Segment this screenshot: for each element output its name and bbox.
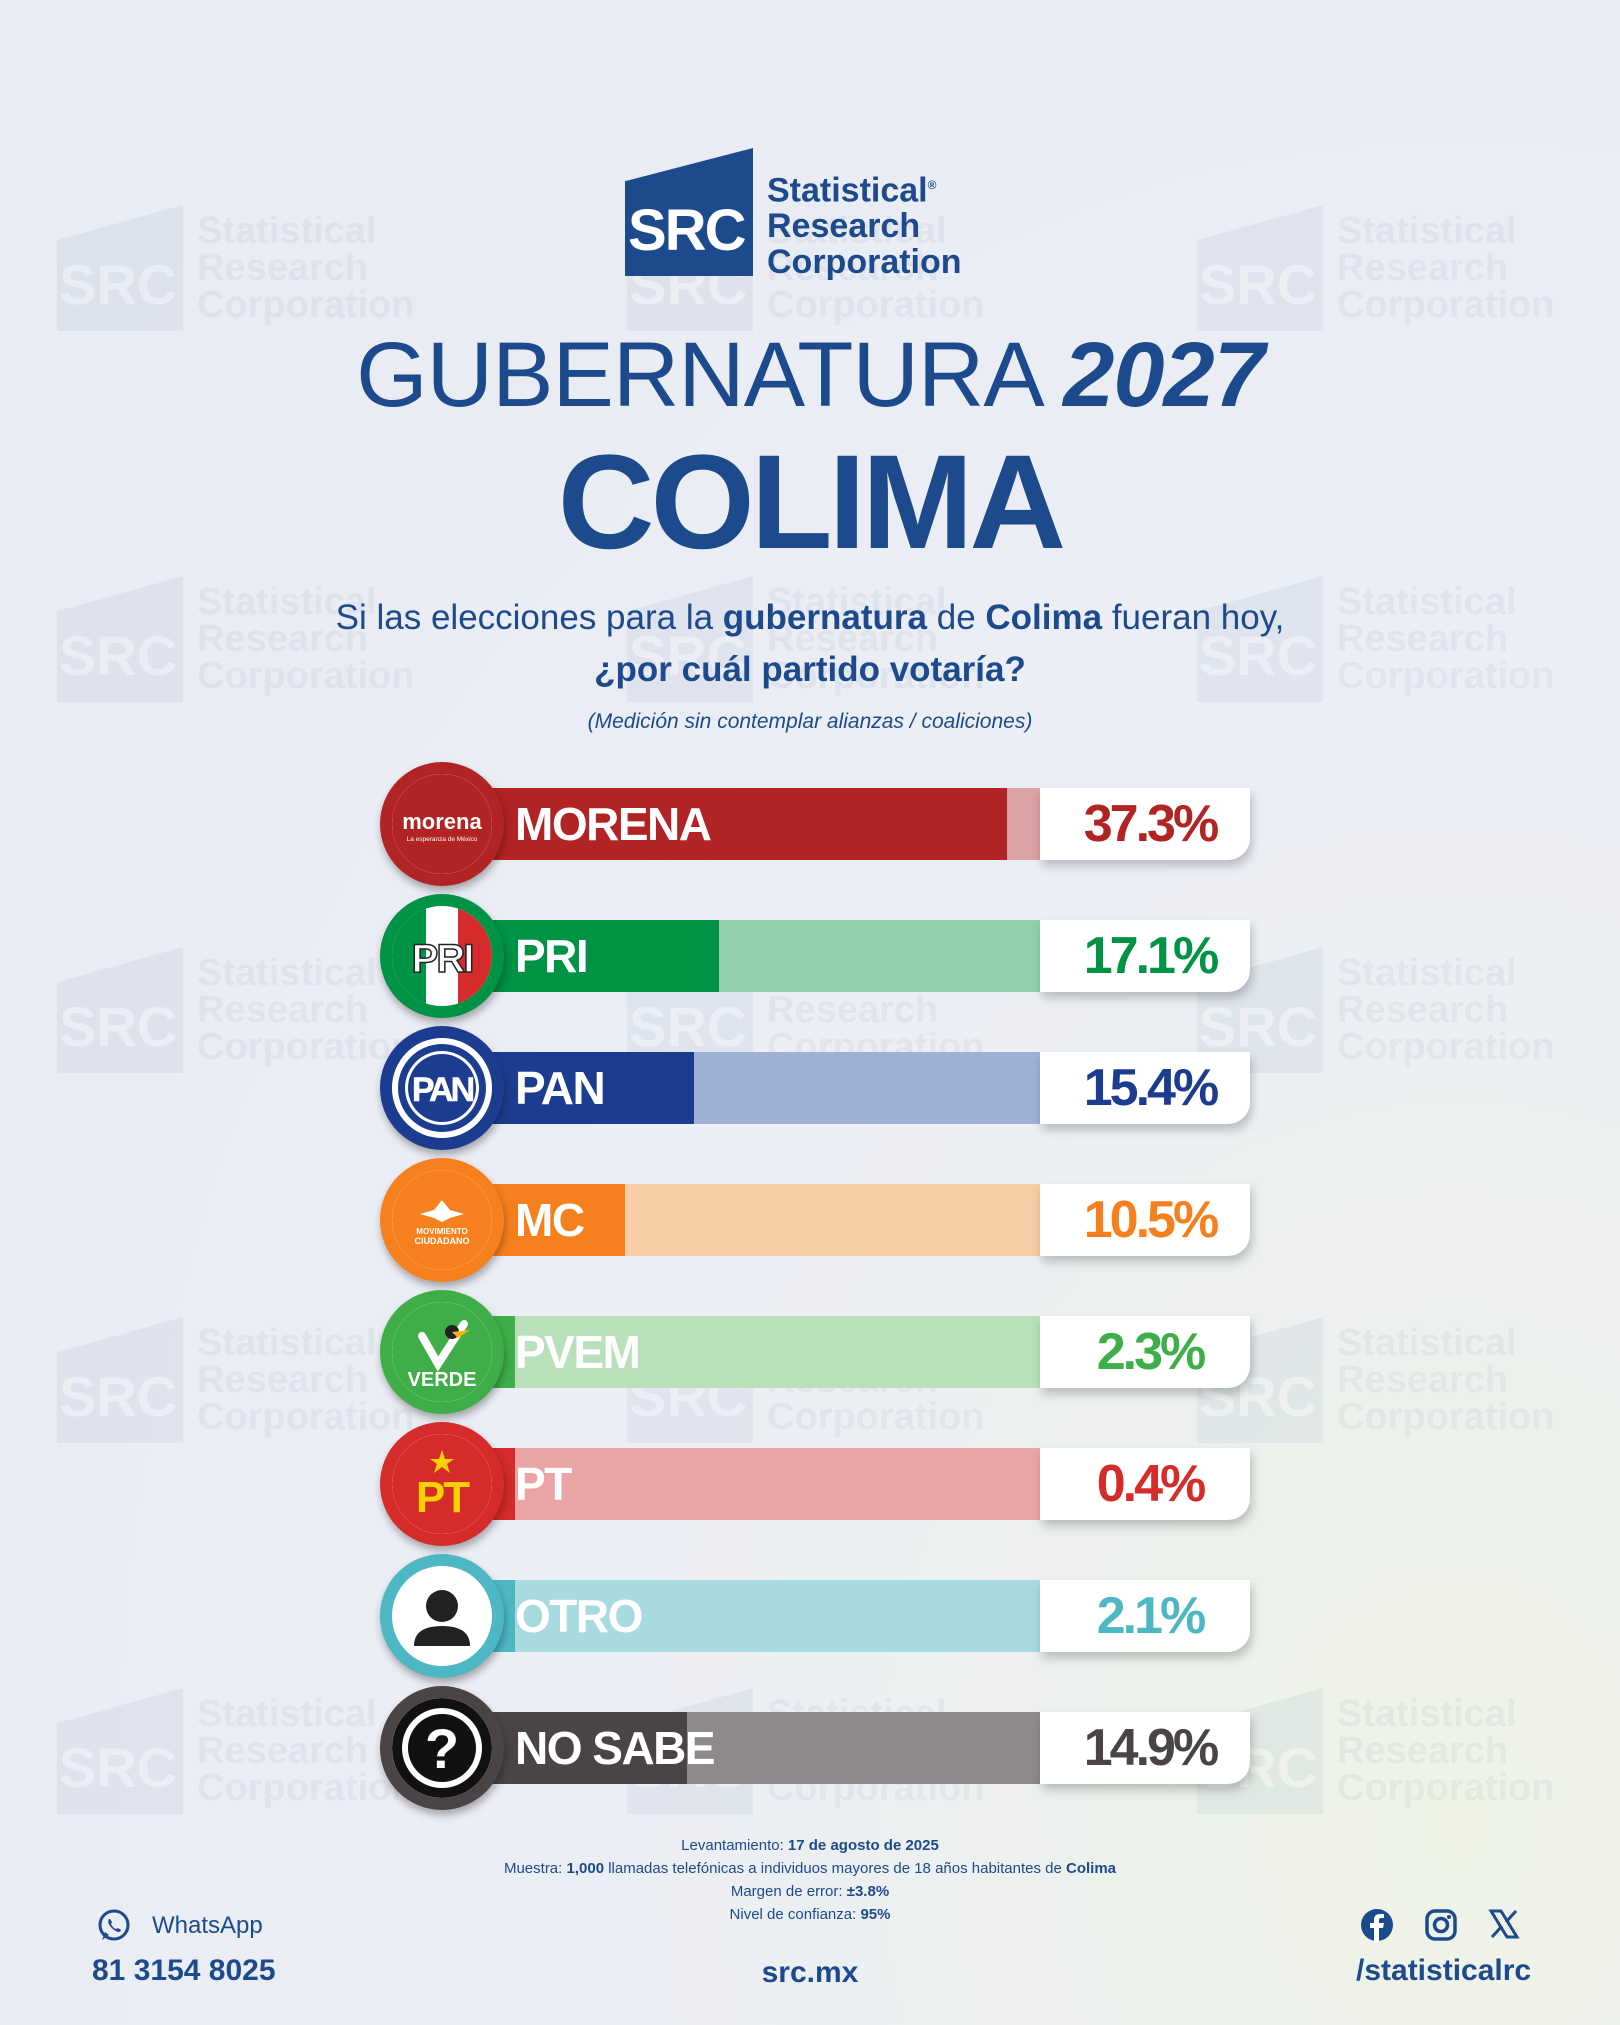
whatsapp-label: WhatsApp (152, 1912, 263, 1939)
svg-text:MOVIMIENTO: MOVIMIENTO (416, 1227, 467, 1236)
value-box: 37.3% (1040, 788, 1250, 860)
social-handle[interactable]: /statisticalrc (1356, 1954, 1532, 1987)
bar-row-pt: PT 0.4% PT (380, 1422, 1250, 1546)
bar-row-otro: OTRO 2.1% (380, 1554, 1250, 1678)
category-label: MC (515, 1194, 585, 1246)
party-logo-nosabe: ? (380, 1686, 504, 1810)
value-box: 15.4% (1040, 1052, 1250, 1124)
svg-text:PRI: PRI (412, 937, 473, 981)
data-label: 17.1% (1083, 927, 1219, 985)
party-logo-pan: PAN (380, 1026, 504, 1150)
whatsapp-number: 81 3154 8025 (92, 1954, 276, 1987)
party-logo-mc: MOVIMIENTO CIUDADANO (380, 1158, 504, 1282)
bar-row-no-sabe: NO SABE 14.9%? (380, 1686, 1250, 1810)
bar-track (475, 1580, 1045, 1652)
bar-row-pri: PRI 17.1% PRI (380, 894, 1250, 1018)
bar-track (475, 1448, 1045, 1520)
data-label: 37.3% (1083, 795, 1219, 853)
page-title: GUBERNATURA 2027 (356, 324, 1265, 426)
methodology-note: (Medición sin contemplar alianzas / coal… (587, 710, 1033, 733)
party-logo-morena: morena La esperanza de México (380, 762, 504, 886)
logo-text: Statistical® Research Corporation (767, 171, 962, 281)
brand-logo: SRC Statistical® Research Corporation (625, 148, 962, 280)
value-box: 2.1% (1040, 1580, 1250, 1652)
logo-mark: SRC (625, 148, 753, 276)
category-label: PT (515, 1458, 572, 1510)
question-line-2: ¿por cuál partido votaría? (594, 650, 1026, 689)
person-icon (392, 1566, 492, 1666)
party-logo-pri: PRI (380, 894, 504, 1018)
bar-row-pvem: PVEM 2.3% VERDE (380, 1290, 1250, 1414)
bar (475, 1052, 695, 1124)
bar-row-mc: MC 10.5% MOVIMIENTO CIUDADANO (380, 1158, 1250, 1282)
svg-text:?: ? (425, 1717, 459, 1780)
category-label: NO SABE (515, 1722, 716, 1774)
data-label: 0.4% (1096, 1455, 1207, 1513)
survey-date: Levantamiento: 17 de agosto de 2025 (681, 1837, 939, 1854)
question-icon: ? (392, 1698, 492, 1798)
state-title: COLIMA (557, 428, 1066, 577)
category-label: PVEM (515, 1326, 641, 1378)
bar (475, 920, 719, 992)
category-label: MORENA (515, 798, 712, 850)
bar-row-pan: PAN 15.4% PAN (380, 1026, 1250, 1150)
survey-info: Levantamiento: 17 de agosto de 2025 Mues… (0, 1834, 1620, 1926)
party-logo-pt: PT (380, 1422, 504, 1546)
whatsapp-contact[interactable]: WhatsApp 81 3154 8025 (92, 1908, 276, 1988)
svg-text:PAN: PAN (412, 1071, 474, 1109)
svg-text:PT: PT (416, 1473, 470, 1522)
data-label: 2.1% (1096, 1587, 1207, 1645)
svg-text:CIUDADANO: CIUDADANO (415, 1236, 470, 1246)
bar (475, 788, 1007, 860)
category-label: OTRO (515, 1590, 643, 1642)
survey-margin: Margen de error: ±3.8% (730, 1883, 890, 1900)
svg-text:VERDE: VERDE (408, 1369, 477, 1391)
svg-text:morena: morena (402, 809, 482, 834)
bar (475, 1712, 688, 1784)
svg-text:La esperanza de México: La esperanza de México (407, 836, 478, 843)
value-box: 14.9% (1040, 1712, 1250, 1784)
question-line-1: Si las elecciones para la gubernatura de… (335, 598, 1285, 637)
value-box: 2.3% (1040, 1316, 1250, 1388)
facebook-icon[interactable] (1360, 1908, 1394, 1942)
social-links: /statisticalrc (1356, 1908, 1531, 1988)
bar-row-morena: MORENA 37.3% morena La esperanza de México (380, 762, 1250, 886)
data-label: 2.3% (1096, 1323, 1207, 1381)
data-label: 15.4% (1083, 1059, 1219, 1117)
instagram-icon[interactable] (1424, 1908, 1458, 1942)
website-link[interactable]: src.mx (761, 1956, 859, 1989)
data-label: 10.5% (1083, 1191, 1219, 1249)
data-label: 14.9% (1083, 1719, 1219, 1777)
value-box: 17.1% (1040, 920, 1250, 992)
survey-confidence: Nivel de confianza: 95% (729, 1906, 891, 1923)
survey-sample: Muestra: 1,000 llamadas telefónicas a in… (503, 1860, 1117, 1877)
bar-track (475, 1316, 1045, 1388)
party-logo-pvem: VERDE (380, 1290, 504, 1414)
category-label: PRI (515, 930, 589, 982)
category-label: PAN (515, 1062, 606, 1114)
x-icon[interactable] (1488, 1908, 1520, 1940)
value-box: 0.4% (1040, 1448, 1250, 1520)
party-logo-otro (380, 1554, 504, 1678)
value-box: 10.5% (1040, 1184, 1250, 1256)
whatsapp-icon (98, 1909, 130, 1941)
